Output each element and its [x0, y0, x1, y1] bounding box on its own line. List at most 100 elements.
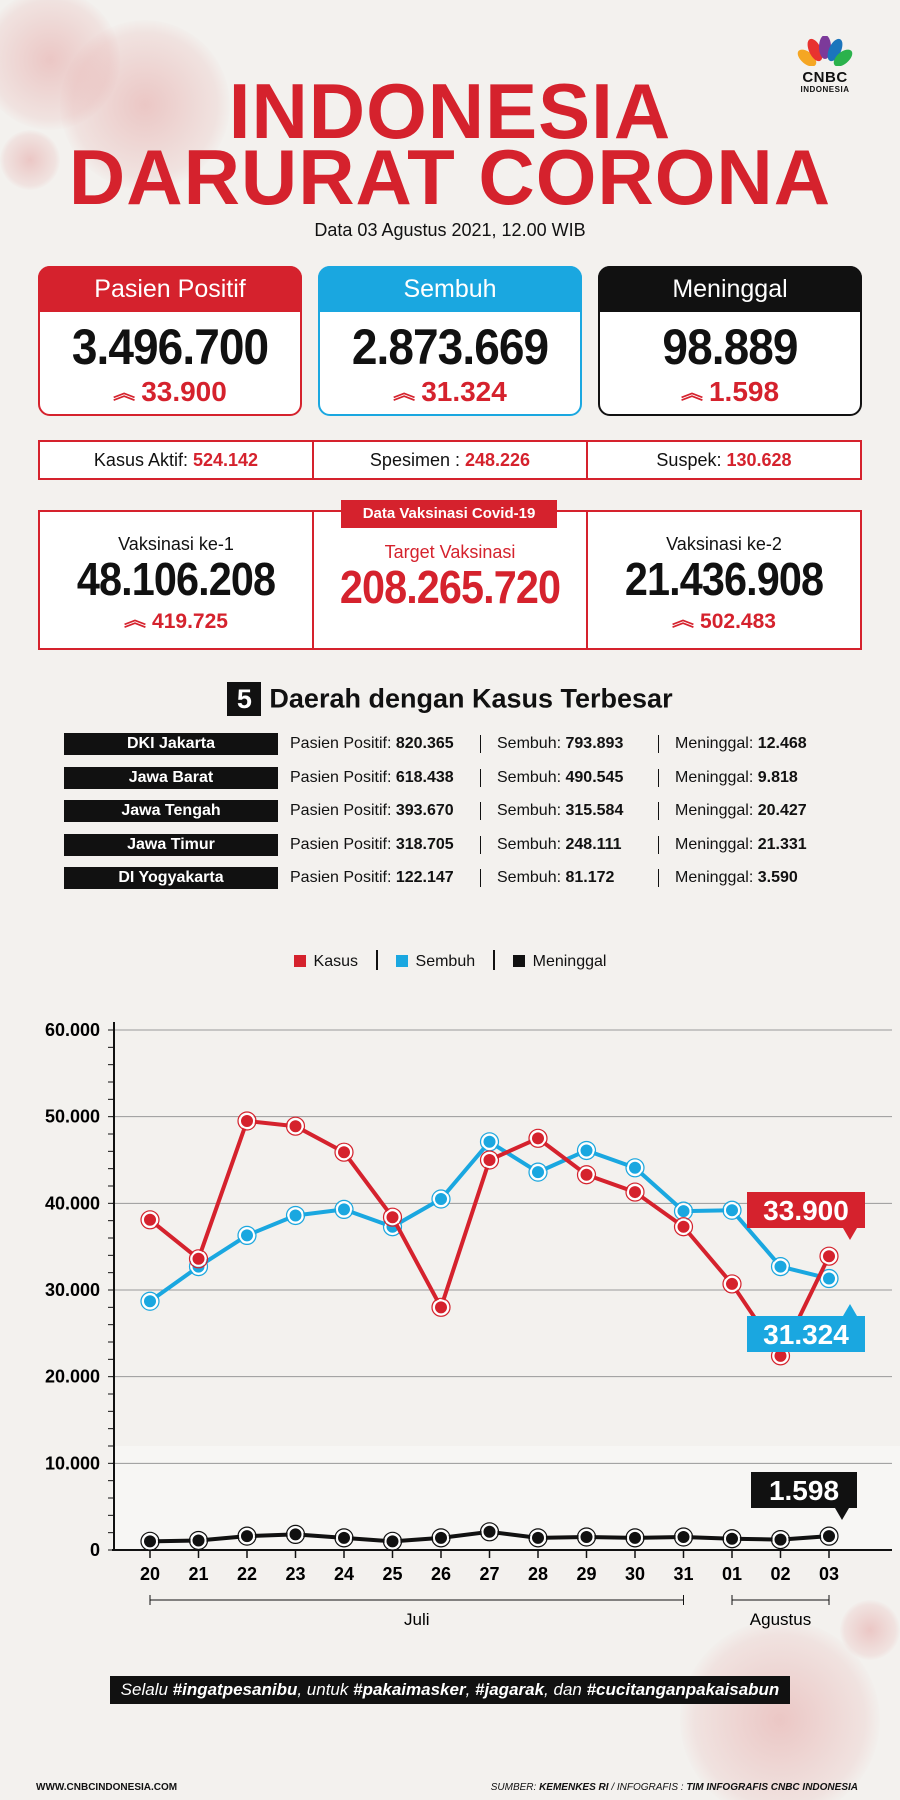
data-point-meninggal	[142, 1533, 158, 1550]
data-point-kasus	[481, 1152, 498, 1168]
callout-pointer	[835, 1508, 849, 1520]
card-label: Meninggal	[598, 266, 862, 312]
vax-dose1-value: 48.106.208	[76, 553, 276, 605]
title-line-2: DARURAT CORONA	[68, 133, 832, 221]
data-point-ring	[382, 1207, 403, 1227]
x-tick-label: 25	[382, 1564, 402, 1584]
vaccination-panel: Vaksinasi ke-1 48.106.208 ︽ 419.725 Targe…	[38, 510, 862, 650]
data-timestamp: Data 03 Agustus 2021, 12.00 WIB	[314, 220, 586, 240]
virus-illustration	[60, 20, 230, 190]
region-meninggal: Meninggal: 20.427	[675, 802, 807, 819]
data-point-ring	[479, 1522, 500, 1542]
region-name: DKI Jakarta	[64, 733, 278, 755]
data-point-ring	[237, 1111, 257, 1131]
region-positif: Pasien Positif: 618.438	[278, 768, 481, 787]
data-point-ring	[625, 1158, 645, 1178]
virus-illustration	[0, 0, 120, 130]
card-value: 3.496.700	[71, 319, 269, 375]
callout-pointer	[843, 1304, 857, 1316]
card-delta: ︽ 1.598	[680, 376, 780, 407]
data-point-ring	[431, 1528, 451, 1548]
data-point-kasus	[142, 1211, 158, 1228]
vax-target: Target Vaksinasi 208.265.720	[314, 512, 588, 648]
data-point-ring	[673, 1217, 694, 1237]
data-point-sembuh	[724, 1202, 740, 1219]
region-meninggal: Meninggal: 9.818	[675, 768, 798, 786]
x-tick-label: 31	[673, 1564, 693, 1584]
month-label: Juli	[404, 1610, 430, 1629]
data-point-ring	[528, 1128, 548, 1148]
double-chevron-up-icon: ︽	[124, 610, 147, 631]
card-positif: Pasien Positif 3.496.700 ︽ 33.900	[38, 266, 302, 416]
card-label: Pasien Positif	[38, 266, 302, 312]
data-point-ring	[722, 1200, 742, 1220]
data-point-ring	[722, 1274, 742, 1294]
data-point-kasus	[287, 1118, 304, 1135]
data-point-ring	[285, 1524, 306, 1545]
data-point-ring	[334, 1528, 354, 1548]
rank-number-badge: 5	[227, 682, 262, 716]
x-tick-label: 01	[722, 1564, 742, 1584]
data-point-sembuh	[481, 1133, 498, 1150]
data-point-ring	[188, 1249, 209, 1269]
title-line-1: INDONESIA	[228, 67, 672, 155]
region-sembuh: Sembuh: 315.584	[481, 802, 659, 820]
data-point-meninggal	[336, 1529, 352, 1546]
card-sembuh: Sembuh 2.873.669 ︽ 31.324	[318, 266, 582, 416]
legend-item-sembuh: Sembuh	[395, 953, 475, 971]
region-positif: Pasien Positif: 318.705	[278, 835, 481, 854]
data-point-sembuh	[530, 1164, 546, 1181]
logo-subtext: INDONESIA	[800, 85, 850, 94]
data-point-ring	[625, 1528, 645, 1548]
cnbc-logo: CNBC INDONESIA	[790, 35, 860, 94]
website-url: WWW.CNBCINDONESIA.COM	[36, 1782, 178, 1793]
data-point-ring	[770, 1529, 791, 1550]
data-point-meninggal	[821, 1528, 837, 1545]
vax-dose1-label: Vaksinasi ke-1	[118, 534, 234, 554]
data-point-kasus	[821, 1248, 837, 1265]
region-positif: Pasien Positif: 393.670	[278, 802, 481, 820]
peacock-logo-icon	[797, 35, 853, 67]
data-point-ring	[722, 1529, 742, 1549]
region-meninggal: Meninggal: 3.590	[675, 869, 798, 886]
region-row: DKI Jakarta Pasien Positif: 820.365 Sembuh…	[64, 731, 864, 757]
legend-swatch	[512, 955, 525, 967]
data-point-ring	[237, 1225, 257, 1245]
y-tick-label: 20.000	[45, 1367, 100, 1387]
x-tick-label: 28	[528, 1564, 548, 1584]
data-point-kasus	[190, 1250, 207, 1267]
data-point-kasus	[384, 1209, 401, 1226]
x-tick-label: 23	[285, 1564, 305, 1584]
region-name: Jawa Timur	[64, 833, 278, 856]
card-label: Sembuh	[318, 266, 582, 312]
data-point-kasus	[627, 1184, 643, 1201]
data-point-sembuh	[287, 1207, 304, 1224]
region-name: DI Yogyakarta	[64, 867, 278, 889]
y-tick-label: 40.000	[45, 1193, 100, 1213]
data-point-ring	[431, 1189, 451, 1209]
month-label: Agustus	[750, 1610, 811, 1629]
logo-text: CNBC	[802, 69, 848, 86]
legend-divider	[376, 950, 378, 970]
double-chevron-up-icon: ︽	[113, 383, 136, 404]
legend-item-kasus: Kasus	[293, 953, 358, 971]
region-positif: Pasien Positif: 820.365	[278, 735, 481, 753]
y-tick-label: 10.000	[45, 1453, 100, 1473]
data-point-ring	[285, 1116, 306, 1136]
region-row: DI Yogyakarta Pasien Positif: 122.147 Semb…	[64, 865, 864, 891]
card-meninggal: Meninggal 98.889 ︽ 1.598	[598, 266, 862, 416]
region-positif: Pasien Positif: 122.147	[278, 869, 481, 887]
stat-suspek: Suspek: 130.628	[656, 450, 792, 470]
data-point-meninggal	[287, 1526, 304, 1543]
legend-divider	[493, 950, 495, 970]
region-sembuh: Sembuh: 490.545	[481, 768, 659, 787]
slogan-banner: Selalu #ingatpesanibu, untuk #pakaimaske…	[110, 1676, 790, 1704]
data-point-sembuh	[627, 1159, 643, 1176]
callout-box	[751, 1472, 857, 1508]
region-row: Jawa Tengah Pasien Positif: 393.670 Sembuh…	[64, 798, 864, 824]
data-point-ring	[479, 1150, 500, 1170]
vaccination-tag: Data Vaksinasi Covid-19	[341, 500, 557, 528]
data-point-ring	[140, 1291, 160, 1311]
data-point-sembuh	[821, 1270, 837, 1287]
data-point-ring	[819, 1246, 839, 1266]
